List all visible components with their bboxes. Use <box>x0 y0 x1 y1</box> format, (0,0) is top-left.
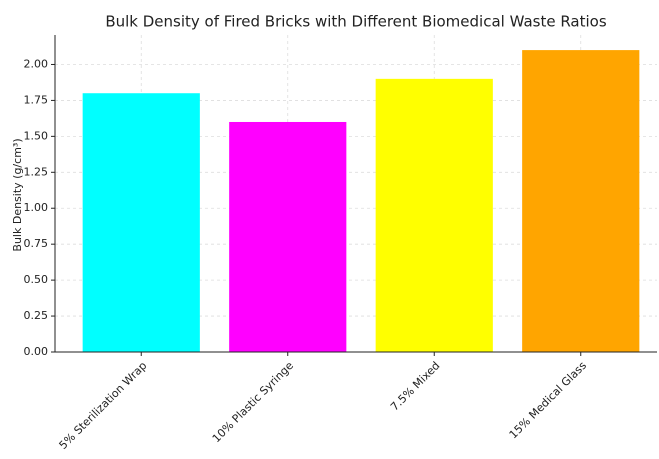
y-axis-label: Bulk Density (g/cm³) <box>11 138 24 251</box>
y-tick-label: 2.00 <box>24 57 49 70</box>
y-tick-label: 0.25 <box>24 309 49 322</box>
x-tick-label: 7.5% Mixed <box>388 359 442 413</box>
x-tick-label: 10% Plastic Syringe <box>210 359 296 445</box>
bar <box>229 121 347 352</box>
y-tick-label: 1.00 <box>24 201 49 214</box>
x-tick-label: 5% Sterilization Wrap <box>57 359 150 452</box>
x-tick-label: 15% Medical Glass <box>507 359 589 441</box>
chart-title: Bulk Density of Fired Bricks with Differ… <box>105 13 607 31</box>
y-tick-label: 0.00 <box>24 345 49 358</box>
y-tick-label: 1.25 <box>24 165 49 178</box>
bar <box>522 50 640 352</box>
bar <box>82 93 200 352</box>
y-tick-label: 0.50 <box>24 273 49 286</box>
y-tick-label: 0.75 <box>24 237 49 250</box>
y-tick-label: 1.75 <box>24 93 49 106</box>
bar <box>375 78 493 352</box>
y-tick-label: 1.50 <box>24 129 49 142</box>
